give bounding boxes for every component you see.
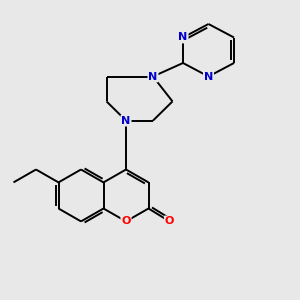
Text: O: O xyxy=(165,216,174,226)
Text: N: N xyxy=(122,116,130,126)
Text: N: N xyxy=(148,71,158,82)
Text: N: N xyxy=(204,71,213,82)
Text: O: O xyxy=(121,216,131,226)
Text: N: N xyxy=(178,32,188,43)
